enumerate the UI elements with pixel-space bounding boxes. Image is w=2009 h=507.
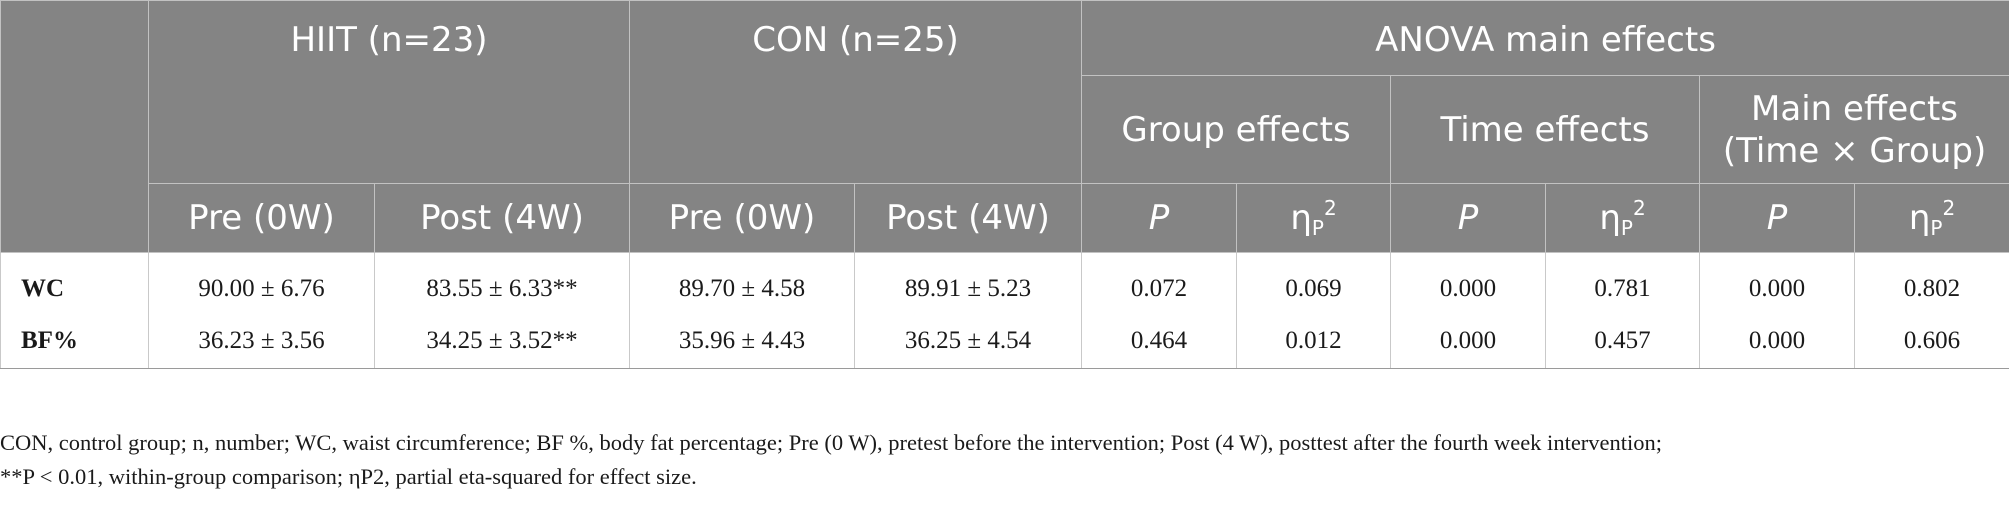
header-time-effects: Time effects bbox=[1390, 75, 1701, 184]
cell-interaction-p: 0.000 bbox=[1699, 252, 1856, 315]
cell-group-p: 0.464 bbox=[1081, 314, 1238, 369]
header-group-p: P bbox=[1081, 183, 1238, 253]
header-time-eta: ηP2 bbox=[1545, 183, 1701, 253]
table-row: WC 90.00 ± 6.76 83.55 ± 6.33** 89.70 ± 4… bbox=[0, 252, 2009, 315]
cell-hiit-post: 34.25 ± 3.52** bbox=[374, 314, 630, 369]
cell-con-post: 36.25 ± 4.54 bbox=[853, 314, 1083, 369]
table-row: BF% 36.23 ± 3.56 34.25 ± 3.52** 35.96 ± … bbox=[0, 314, 2009, 369]
header-interaction-eta: ηP2 bbox=[1854, 183, 2009, 253]
header-interaction-effects: Main effects (Time × Group) bbox=[1699, 75, 2009, 184]
cell-time-eta: 0.781 bbox=[1545, 252, 1701, 315]
header-corner bbox=[0, 0, 149, 253]
cell-group-eta: 0.012 bbox=[1236, 314, 1392, 369]
header-hiit-pre: Pre (0W) bbox=[148, 183, 375, 253]
cell-group-eta: 0.069 bbox=[1236, 252, 1392, 315]
header-interaction-line2: (Time × Group) bbox=[1722, 130, 1987, 171]
header-anova: ANOVA main effects bbox=[1081, 0, 2009, 76]
header-con-pre: Pre (0W) bbox=[629, 183, 855, 253]
cell-interaction-p: 0.000 bbox=[1699, 314, 1856, 369]
footnote-line-1: CON, control group; n, number; WC, waist… bbox=[0, 430, 1663, 455]
cell-con-post: 89.91 ± 5.23 bbox=[853, 252, 1083, 315]
header-group-eta: ηP2 bbox=[1236, 183, 1392, 253]
header-con: CON (n=25) bbox=[628, 0, 1083, 184]
header-hiit-post: Post (4W) bbox=[374, 183, 630, 253]
cell-group-p: 0.072 bbox=[1081, 252, 1238, 315]
cell-hiit-pre: 90.00 ± 6.76 bbox=[148, 252, 375, 315]
cell-time-p: 0.000 bbox=[1390, 314, 1547, 369]
header-hiit: HIIT (n=23) bbox=[148, 0, 630, 184]
header-interaction-p: P bbox=[1699, 183, 1856, 253]
results-table: HIIT (n=23) CON (n=25) ANOVA main effect… bbox=[0, 0, 2009, 369]
cell-time-eta: 0.457 bbox=[1545, 314, 1701, 369]
cell-con-pre: 89.70 ± 4.58 bbox=[629, 252, 855, 315]
table-footnote: CON, control group; n, number; WC, waist… bbox=[0, 426, 2005, 494]
cell-time-p: 0.000 bbox=[1390, 252, 1547, 315]
header-interaction-line1: Main effects bbox=[1751, 88, 1959, 129]
header-time-p: P bbox=[1390, 183, 1547, 253]
cell-interaction-eta: 0.606 bbox=[1854, 314, 2009, 369]
row-label: WC bbox=[0, 252, 149, 315]
header-con-post: Post (4W) bbox=[853, 183, 1083, 253]
cell-interaction-eta: 0.802 bbox=[1854, 252, 2009, 315]
row-label: BF% bbox=[0, 314, 149, 369]
cell-hiit-post: 83.55 ± 6.33** bbox=[374, 252, 630, 315]
header-group-effects: Group effects bbox=[1081, 75, 1392, 184]
footnote-line-2: **P < 0.01, within-group comparison; ηP2… bbox=[0, 464, 697, 489]
cell-hiit-pre: 36.23 ± 3.56 bbox=[148, 314, 375, 369]
cell-con-pre: 35.96 ± 4.43 bbox=[629, 314, 855, 369]
